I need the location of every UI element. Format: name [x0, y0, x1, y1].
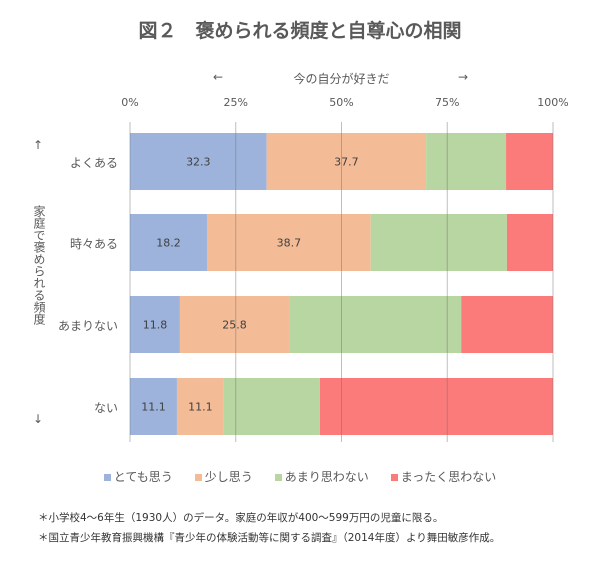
data-label: 18.2 — [156, 237, 181, 250]
legend-label: まったく思わない — [400, 470, 497, 484]
bar-segment — [506, 214, 553, 271]
x-tick-label: 0% — [121, 96, 139, 109]
down-arrow: ↓ — [33, 412, 44, 426]
x-tick-label: 75% — [435, 96, 460, 109]
legend-item: あまり思わない — [274, 468, 369, 485]
up-arrow: ↑ — [33, 138, 44, 152]
category-label: 時々ある — [69, 236, 118, 251]
legend-swatch — [103, 474, 111, 481]
bar-segment — [266, 133, 427, 190]
bar-segment — [289, 296, 462, 353]
category-label: ない — [93, 400, 118, 415]
legend: とても思う 少し思う あまり思わない まったく思わない — [0, 468, 600, 485]
data-label: 25.8 — [222, 319, 247, 332]
legend-item: まったく思わない — [390, 468, 497, 485]
data-label: 32.3 — [186, 156, 211, 169]
x-axis-title: 今の自分が好きだ — [293, 72, 390, 86]
data-label: 11.1 — [141, 401, 166, 414]
legend-swatch — [390, 474, 398, 481]
chart-title: 図２ 褒められる頻度と自尊心の相関 — [138, 20, 462, 42]
left-arrow: ← — [213, 70, 224, 84]
data-label: 37.7 — [334, 156, 359, 169]
footnote-2: ＊国立青少年教育振興機構『青少年の体験活動等に関する調査』（2014年度）より舞… — [38, 532, 501, 544]
legend-item: 少し思う — [194, 468, 253, 485]
legend-swatch — [274, 474, 282, 481]
bar-segment — [130, 214, 207, 271]
bar-segment — [319, 378, 553, 435]
x-tick-label: 25% — [223, 96, 248, 109]
bar-segment — [206, 214, 371, 271]
bar-segment — [370, 214, 507, 271]
bar-segment — [506, 133, 553, 190]
legend-label: あまり思わない — [284, 470, 369, 484]
legend-label: 少し思う — [204, 470, 253, 484]
x-tick-label: 100% — [537, 96, 569, 109]
bar-segment — [130, 133, 267, 190]
x-tick-label: 50% — [329, 96, 354, 109]
legend-swatch — [194, 474, 202, 481]
right-arrow: → — [458, 70, 469, 84]
data-label: 11.8 — [143, 319, 168, 332]
bar-segment — [426, 133, 507, 190]
data-label: 38.7 — [277, 237, 302, 250]
footnote-1: ＊小学校4～6年生（1930人）のデータ。家庭の年収が400～599万円の児童に… — [38, 512, 444, 524]
bar-segment — [223, 378, 320, 435]
bar-segment — [130, 296, 180, 353]
bar-segment — [461, 296, 553, 353]
legend-label: とても思う — [113, 470, 173, 484]
bar-segment — [179, 296, 290, 353]
legend-item: とても思う — [103, 468, 173, 485]
bar-segment — [130, 378, 177, 435]
y-axis-title: 家庭で褒められる頻度 — [32, 205, 46, 325]
category-label: あまりない — [57, 318, 118, 333]
bar-segment — [176, 378, 224, 435]
category-label: よくある — [69, 155, 118, 170]
data-label: 11.1 — [188, 401, 213, 414]
